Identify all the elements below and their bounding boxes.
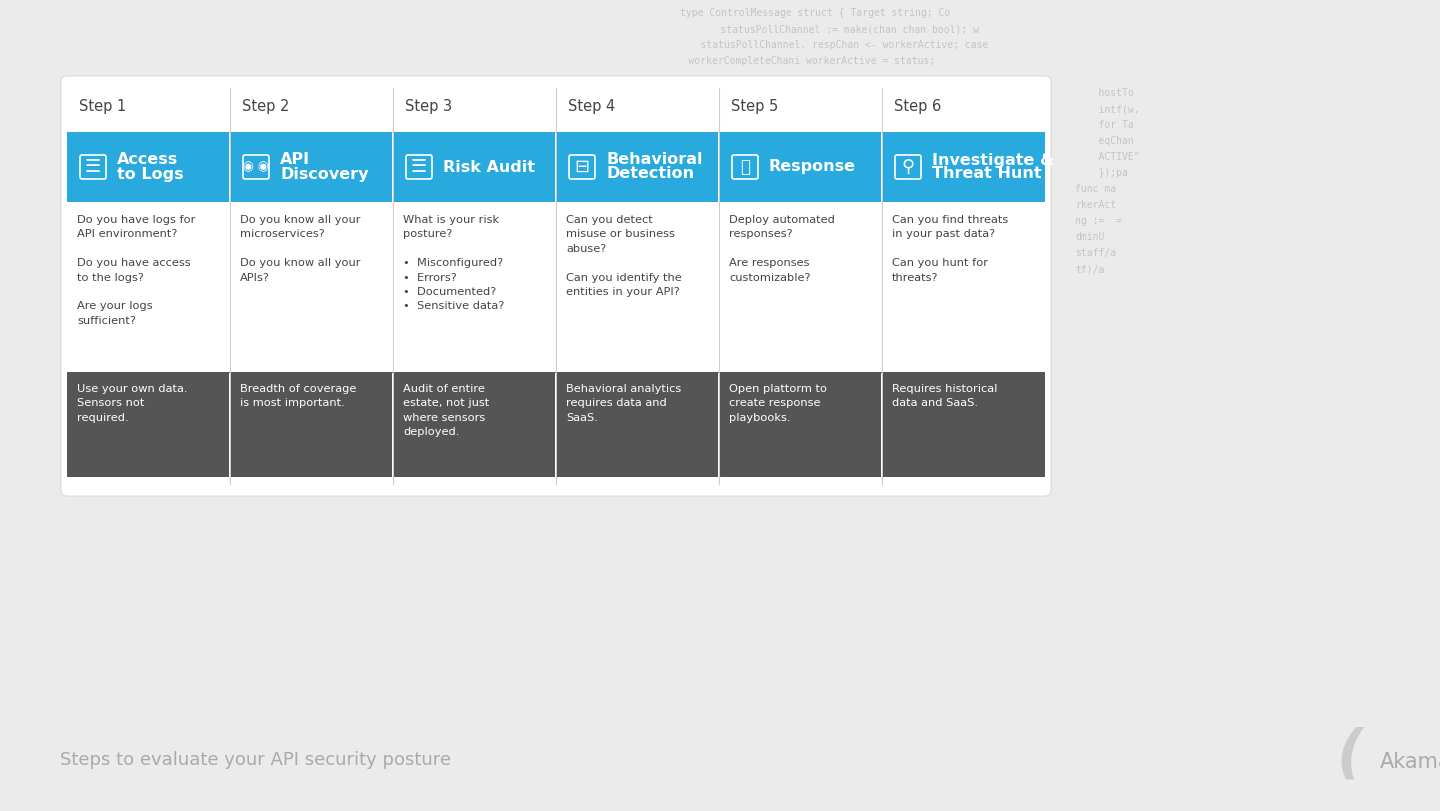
Bar <box>883 132 1045 202</box>
Text: Step 5: Step 5 <box>732 100 778 114</box>
Text: What is your risk
posture?

•  Misconfigured?
•  Errors?
•  Documented?
•  Sensi: What is your risk posture? • Misconfigur… <box>403 215 504 311</box>
Bar <box>720 372 881 477</box>
Text: Steps to evaluate your API security posture: Steps to evaluate your API security post… <box>60 751 451 769</box>
Bar <box>395 372 554 477</box>
Text: Use your own data.
Sensors not
required.: Use your own data. Sensors not required. <box>76 384 187 423</box>
Bar <box>883 202 1045 372</box>
Text: API: API <box>279 152 310 168</box>
Text: Can you find threats
in your past data?

Can you hunt for
threats?: Can you find threats in your past data? … <box>891 215 1008 282</box>
Text: Requires historical
data and SaaS.: Requires historical data and SaaS. <box>891 384 998 409</box>
Bar <box>557 132 719 202</box>
Text: func ma: func ma <box>1076 184 1116 194</box>
Text: Investigate &: Investigate & <box>932 152 1054 168</box>
Text: workerCompleteChani workerActive = status;: workerCompleteChani workerActive = statu… <box>665 56 935 66</box>
Text: Detection: Detection <box>606 166 694 182</box>
Bar <box>720 202 881 372</box>
Text: });pa: });pa <box>1076 168 1128 178</box>
Text: Discovery: Discovery <box>279 166 369 182</box>
Text: ⊟: ⊟ <box>575 158 589 176</box>
Text: ☰: ☰ <box>85 158 101 176</box>
Text: Risk Audit: Risk Audit <box>444 160 536 174</box>
Text: statusPollChannel := make(chan chan bool); w: statusPollChannel := make(chan chan bool… <box>697 24 979 34</box>
Text: Audit of entire
estate, not just
where sensors
deployed.: Audit of entire estate, not just where s… <box>403 384 490 437</box>
Text: Akamai: Akamai <box>1380 752 1440 772</box>
Text: tf)/a: tf)/a <box>1076 264 1104 274</box>
Bar <box>230 372 392 477</box>
Text: Step 1: Step 1 <box>79 100 127 114</box>
Text: Threat Hunt: Threat Hunt <box>932 166 1041 182</box>
Text: to Logs: to Logs <box>117 166 184 182</box>
Text: Response: Response <box>769 160 855 174</box>
Bar <box>395 202 556 372</box>
Bar <box>230 132 392 202</box>
Text: ng :=  =: ng := = <box>1076 216 1122 226</box>
Text: Breadth of coverage
is most important.: Breadth of coverage is most important. <box>240 384 356 409</box>
Text: Open plattorm to
create response
playbooks.: Open plattorm to create response playboo… <box>729 384 827 423</box>
Text: Deploy automated
responses?

Are responses
customizable?: Deploy automated responses? Are response… <box>729 215 835 282</box>
Text: Do you know all your
microservices?

Do you know all your
APIs?: Do you know all your microservices? Do y… <box>240 215 360 282</box>
Text: statusPollChannel. respChan <- workerActive; case: statusPollChannel. respChan <- workerAct… <box>677 40 988 50</box>
Text: Can you detect
misuse or business
abuse?

Can you identify the
entities in your : Can you detect misuse or business abuse?… <box>566 215 681 297</box>
Bar <box>68 202 230 372</box>
Bar <box>68 132 229 202</box>
Text: Do you have logs for
API environment?

Do you have access
to the logs?

Are your: Do you have logs for API environment? Do… <box>76 215 196 326</box>
Bar <box>557 202 719 372</box>
FancyBboxPatch shape <box>60 76 1051 496</box>
Bar <box>557 372 719 477</box>
Text: dminU: dminU <box>1076 232 1104 242</box>
Text: ◉ ◉: ◉ ◉ <box>243 161 269 174</box>
Text: Access: Access <box>117 152 179 168</box>
Text: for Ta: for Ta <box>1076 120 1133 130</box>
Text: Behavioral analytics
requires data and
SaaS.: Behavioral analytics requires data and S… <box>566 384 681 423</box>
Text: eqChan: eqChan <box>1076 136 1133 146</box>
Bar <box>395 132 554 202</box>
Bar <box>720 132 881 202</box>
Text: Step 4: Step 4 <box>567 100 615 114</box>
Text: ACTIVE": ACTIVE" <box>1076 152 1139 162</box>
Text: ☰: ☰ <box>410 158 428 176</box>
Text: Step 3: Step 3 <box>405 100 452 114</box>
Text: staff/a: staff/a <box>1076 248 1116 258</box>
Bar <box>883 372 1045 477</box>
Text: ⏰: ⏰ <box>740 158 750 176</box>
Text: intf(w,: intf(w, <box>1076 104 1139 114</box>
Text: (: ( <box>1336 727 1364 783</box>
Bar <box>68 372 229 477</box>
Bar <box>230 202 393 372</box>
Text: Step 6: Step 6 <box>894 100 942 114</box>
Text: hostTo: hostTo <box>1076 88 1133 98</box>
Text: Behavioral: Behavioral <box>606 152 703 168</box>
Text: ⚲: ⚲ <box>901 158 914 176</box>
Text: Step 2: Step 2 <box>242 100 289 114</box>
Text: type ControlMessage struct { Target string; Co: type ControlMessage struct { Target stri… <box>680 8 950 18</box>
Text: rkerAct: rkerAct <box>1076 200 1116 210</box>
